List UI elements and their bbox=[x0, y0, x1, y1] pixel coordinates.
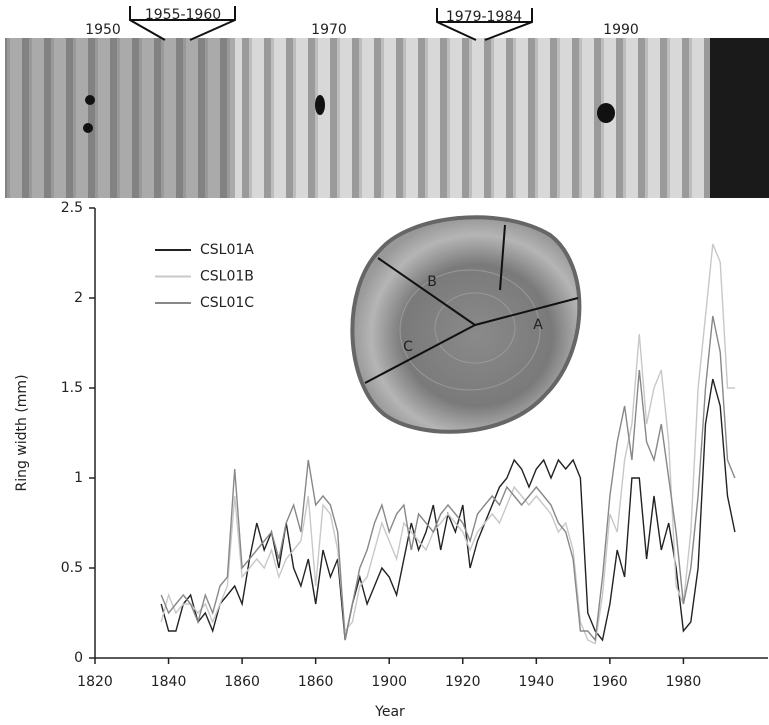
x-tick-label: 1940 bbox=[518, 674, 554, 690]
x-tick-label: 1900 bbox=[371, 674, 407, 690]
legend-label: CSL01A bbox=[200, 242, 254, 258]
y-axis-title: Ring width (mm) bbox=[14, 374, 30, 491]
photo-year-label: 1970 bbox=[311, 22, 347, 38]
series-line bbox=[160, 315, 736, 642]
photo-period-label: 1979-1984 bbox=[446, 9, 522, 25]
legend-label: CSL01B bbox=[200, 269, 254, 285]
x-tick-label: 1960 bbox=[592, 674, 628, 690]
photo-year-label: 1990 bbox=[603, 22, 639, 38]
x-tick-label: 1920 bbox=[445, 674, 481, 690]
y-tick-label: 1.5 bbox=[61, 380, 83, 396]
x-tick-label: 1840 bbox=[151, 674, 187, 690]
x-axis-title: Year bbox=[374, 704, 405, 720]
legend-label: CSL01C bbox=[200, 295, 254, 311]
photo-year-label: 1950 bbox=[85, 22, 121, 38]
x-tick-label: 1820 bbox=[77, 674, 113, 690]
inset-label: C bbox=[403, 339, 413, 355]
y-tick-label: 1 bbox=[74, 470, 83, 486]
inset-label: A bbox=[533, 317, 543, 333]
y-tick-label: 0 bbox=[74, 650, 83, 666]
y-tick-label: 2.5 bbox=[61, 200, 83, 216]
photo-period-label: 1955-1960 bbox=[145, 7, 221, 23]
x-tick-label: 1980 bbox=[666, 674, 702, 690]
inset-label: B bbox=[427, 274, 437, 290]
x-tick-label: 1860 bbox=[298, 674, 334, 690]
y-tick-label: 0.5 bbox=[61, 560, 83, 576]
ring-photo bbox=[5, 6, 769, 198]
series-line bbox=[160, 243, 735, 645]
x-tick-label: 1860 bbox=[224, 674, 260, 690]
y-tick-label: 2 bbox=[74, 290, 83, 306]
inset-cross-section bbox=[350, 215, 582, 434]
